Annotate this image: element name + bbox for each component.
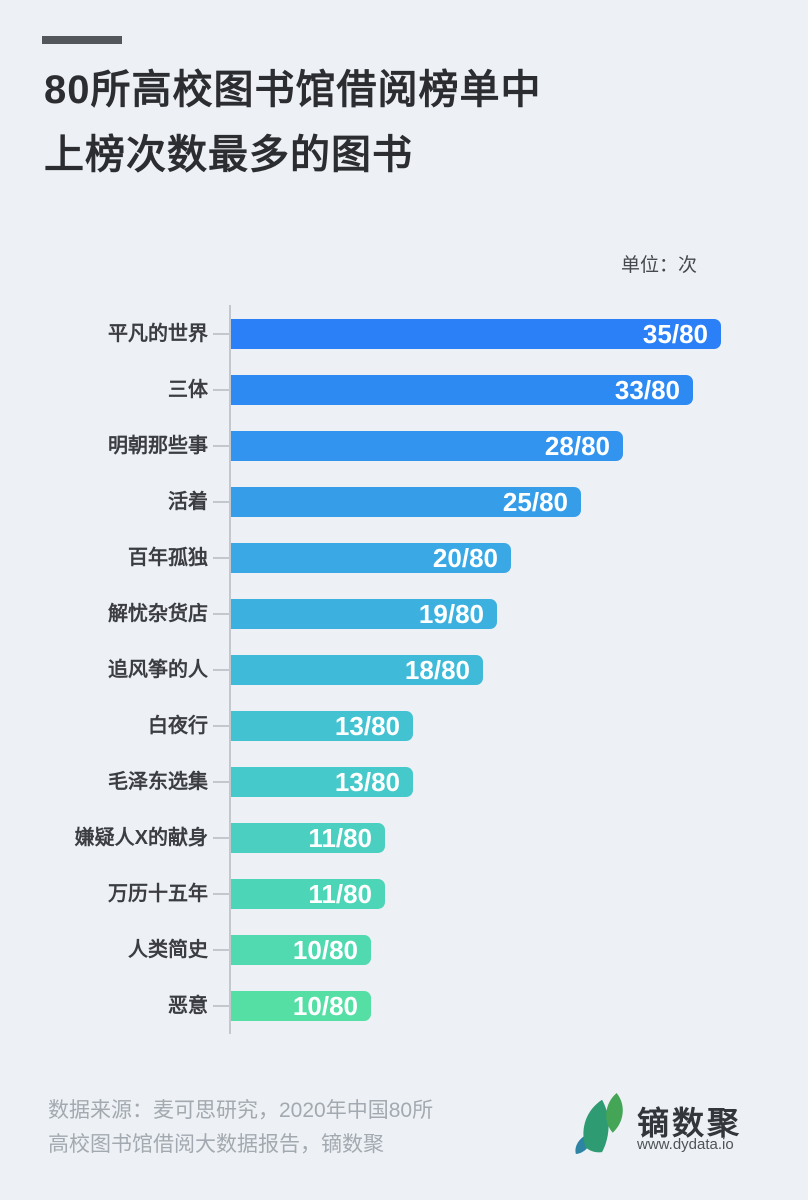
bar-row: 百年孤独 20/80 <box>0 530 808 586</box>
bar-value-label: 18/80 <box>404 655 470 685</box>
axis-tick <box>213 333 229 335</box>
axis-tick <box>213 781 229 783</box>
axis-tick <box>213 389 229 391</box>
logo-url: www.dydata.io <box>637 1136 734 1153</box>
leaf-logo-icon <box>575 1093 623 1155</box>
page-title-line1: 80所高校图书馆借阅榜单中 <box>44 68 542 112</box>
bar-value-label: 13/80 <box>334 711 400 741</box>
axis-tick <box>213 725 229 727</box>
bar: 18/80 <box>231 655 483 685</box>
axis-tick <box>213 949 229 951</box>
bar: 13/80 <box>231 767 413 797</box>
bar-row: 恶意 10/80 <box>0 978 808 1034</box>
axis-tick <box>213 613 229 615</box>
chart-rows: 平凡的世界 35/80 三体 33/80 明朝那些事 28/80 活着 25/8… <box>0 306 808 1034</box>
book-label: 白夜行 <box>148 715 208 737</box>
bar-value-label: 11/80 <box>308 879 372 909</box>
bar-row: 人类简史 10/80 <box>0 922 808 978</box>
book-label: 百年孤独 <box>128 547 208 569</box>
chart-axis-line <box>229 305 231 1034</box>
axis-tick <box>213 501 229 503</box>
bar-row: 嫌疑人X的献身 11/80 <box>0 810 808 866</box>
bar-value-label: 13/80 <box>334 767 400 797</box>
book-label: 解忧杂货店 <box>108 603 208 625</box>
bar-row: 毛泽东选集 13/80 <box>0 754 808 810</box>
axis-tick <box>213 669 229 671</box>
bar-row: 平凡的世界 35/80 <box>0 306 808 362</box>
axis-tick <box>213 1005 229 1007</box>
bar-row: 解忧杂货店 19/80 <box>0 586 808 642</box>
book-label: 毛泽东选集 <box>108 771 208 793</box>
bar-row: 三体 33/80 <box>0 362 808 418</box>
bar: 10/80 <box>231 935 371 965</box>
bar: 33/80 <box>231 375 693 405</box>
bar: 28/80 <box>231 431 623 461</box>
unit-label: 单位：次 <box>620 255 697 276</box>
data-source-line1: 数据来源：麦可思研究，2020年中国80所 <box>48 1099 434 1122</box>
bar-value-label: 11/80 <box>308 823 372 853</box>
bar-value-label: 20/80 <box>432 543 498 573</box>
dydata-logo: 镝数聚 www.dydata.io <box>573 1092 773 1182</box>
book-label: 活着 <box>168 491 208 513</box>
bar-value-label: 10/80 <box>292 935 358 965</box>
book-label: 人类简史 <box>128 939 208 961</box>
page-title: 80所高校图书馆借阅榜单中 上榜次数最多的图书 <box>44 58 542 188</box>
bar-value-label: 25/80 <box>502 487 568 517</box>
data-source: 数据来源：麦可思研究，2020年中国80所 高校图书馆借阅大数据报告，镝数聚 <box>48 1094 433 1162</box>
data-source-line2: 高校图书馆借阅大数据报告，镝数聚 <box>48 1133 384 1156</box>
book-label: 明朝那些事 <box>108 435 208 457</box>
bar-value-label: 28/80 <box>544 431 610 461</box>
axis-tick <box>213 837 229 839</box>
bar: 11/80 <box>231 823 385 853</box>
book-label: 恶意 <box>168 995 208 1017</box>
title-accent-dash <box>42 36 122 44</box>
axis-tick <box>213 557 229 559</box>
book-label: 嫌疑人X的献身 <box>74 827 208 849</box>
bar-row: 明朝那些事 28/80 <box>0 418 808 474</box>
bar: 19/80 <box>231 599 497 629</box>
bar-row: 万历十五年 11/80 <box>0 866 808 922</box>
bar: 11/80 <box>231 879 385 909</box>
book-label: 万历十五年 <box>108 883 208 905</box>
bar-value-label: 19/80 <box>418 599 484 629</box>
bar-value-label: 10/80 <box>292 991 358 1021</box>
bar: 13/80 <box>231 711 413 741</box>
book-label: 三体 <box>168 379 208 401</box>
axis-tick <box>213 893 229 895</box>
bar: 10/80 <box>231 991 371 1021</box>
bar-row: 追风筝的人 18/80 <box>0 642 808 698</box>
bar-chart: 平凡的世界 35/80 三体 33/80 明朝那些事 28/80 活着 25/8… <box>0 306 808 1034</box>
bar-value-label: 35/80 <box>642 319 708 349</box>
bar: 35/80 <box>231 319 721 349</box>
axis-tick <box>213 445 229 447</box>
bar-row: 活着 25/80 <box>0 474 808 530</box>
bar-value-label: 33/80 <box>614 375 680 405</box>
book-label: 平凡的世界 <box>108 323 208 345</box>
book-label: 追风筝的人 <box>108 659 208 681</box>
bar-row: 白夜行 13/80 <box>0 698 808 754</box>
logo-name: 镝数聚 <box>637 1105 743 1141</box>
page-title-line2: 上榜次数最多的图书 <box>44 133 413 177</box>
bar: 20/80 <box>231 543 511 573</box>
bar: 25/80 <box>231 487 581 517</box>
